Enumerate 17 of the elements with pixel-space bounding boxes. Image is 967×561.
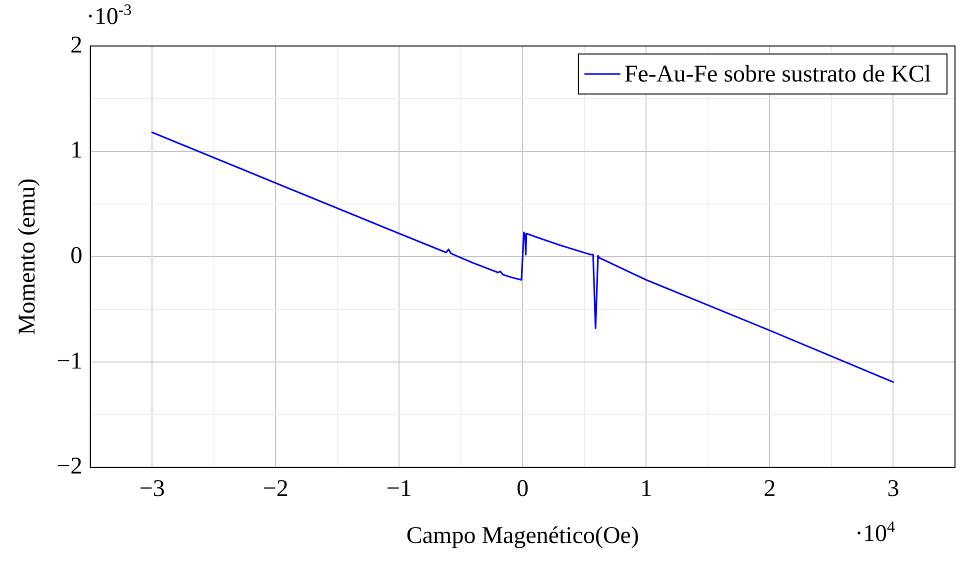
y-tick-label: 0 (70, 242, 82, 269)
x-tick-label: 0 (516, 476, 529, 502)
y-tick-label: −2 (56, 454, 82, 480)
x-tick-label: −3 (139, 476, 165, 502)
x-tick-label: 2 (764, 476, 776, 502)
y-tick-label: 1 (70, 138, 82, 164)
y-tick-label: −1 (56, 348, 82, 374)
y-axis-title: Momento (emu) (14, 178, 41, 336)
x-tick-label: −2 (262, 476, 288, 502)
text: ·10$^{4}$ (855, 519, 895, 548)
legend-label: Fe-Au-Fe sobre sustrato de KCl (624, 61, 932, 88)
x-tick-label: −1 (386, 476, 412, 502)
x-axis-title: Campo Magenético(Oe) (406, 522, 639, 549)
x-tick-label: 3 (887, 476, 900, 502)
y-tick-label: 2 (70, 32, 82, 58)
text: ·10$^{-3}$ (86, 2, 132, 31)
x-tick-label: 1 (640, 476, 652, 502)
